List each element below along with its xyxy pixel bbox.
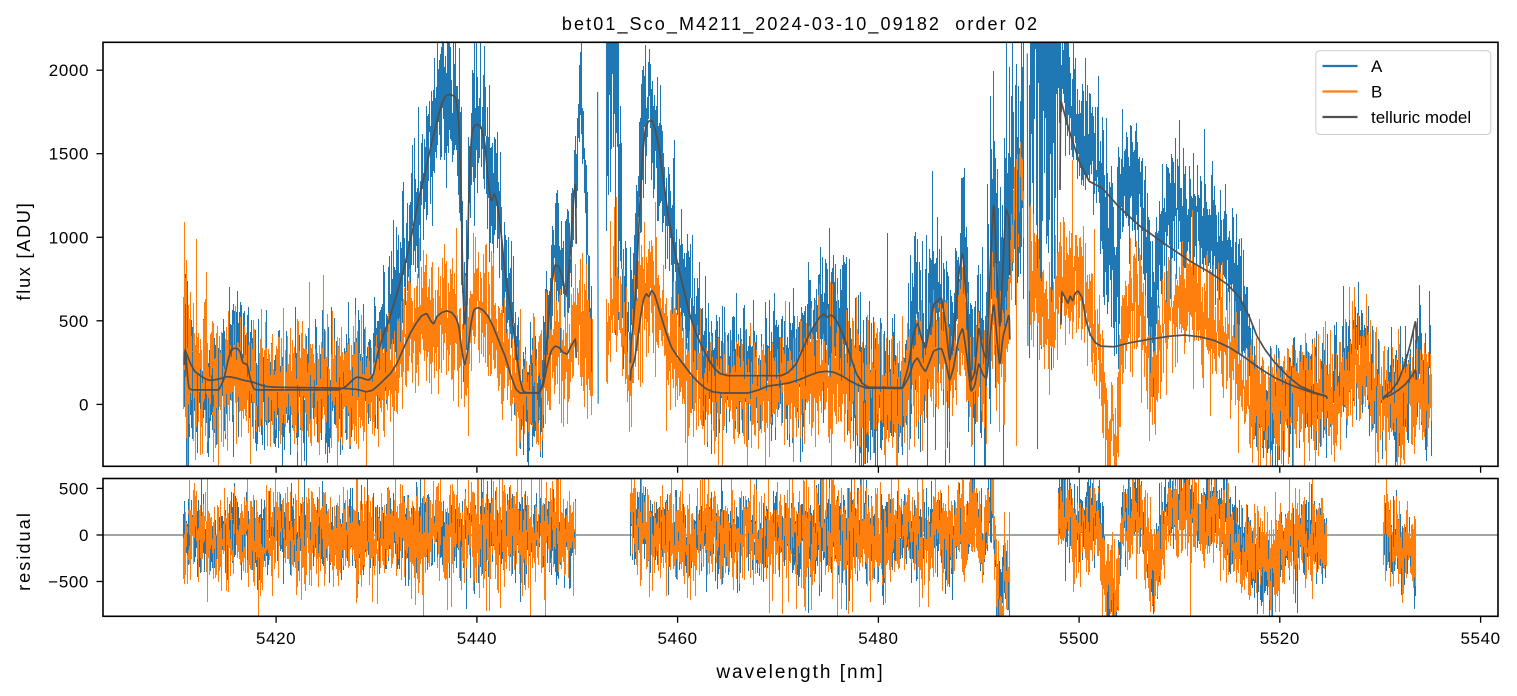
svg-text:1000: 1000 — [49, 228, 89, 247]
svg-text:5500: 5500 — [1059, 629, 1099, 648]
svg-text:0: 0 — [79, 526, 89, 545]
svg-text:A: A — [1371, 57, 1383, 76]
svg-text:B: B — [1371, 83, 1382, 102]
svg-text:5540: 5540 — [1460, 629, 1500, 648]
svg-text:telluric model: telluric model — [1371, 108, 1471, 127]
svg-text:−500: −500 — [48, 573, 89, 592]
svg-text:500: 500 — [59, 479, 89, 498]
svg-text:residual: residual — [14, 511, 34, 591]
svg-text:5520: 5520 — [1260, 629, 1300, 648]
svg-text:wavelength [nm]: wavelength [nm] — [715, 662, 884, 683]
svg-text:0: 0 — [79, 395, 89, 414]
svg-text:5480: 5480 — [858, 629, 898, 648]
svg-text:2000: 2000 — [49, 61, 89, 80]
svg-text:5460: 5460 — [657, 629, 697, 648]
svg-text:5440: 5440 — [457, 629, 497, 648]
svg-text:500: 500 — [59, 312, 89, 331]
svg-text:flux [ADU]: flux [ADU] — [14, 201, 34, 300]
svg-text:bet01_Sco_M4211_2024-03-10_091: bet01_Sco_M4211_2024-03-10_09182 order 0… — [562, 14, 1039, 35]
svg-text:1500: 1500 — [49, 145, 89, 164]
svg-text:5420: 5420 — [256, 629, 296, 648]
